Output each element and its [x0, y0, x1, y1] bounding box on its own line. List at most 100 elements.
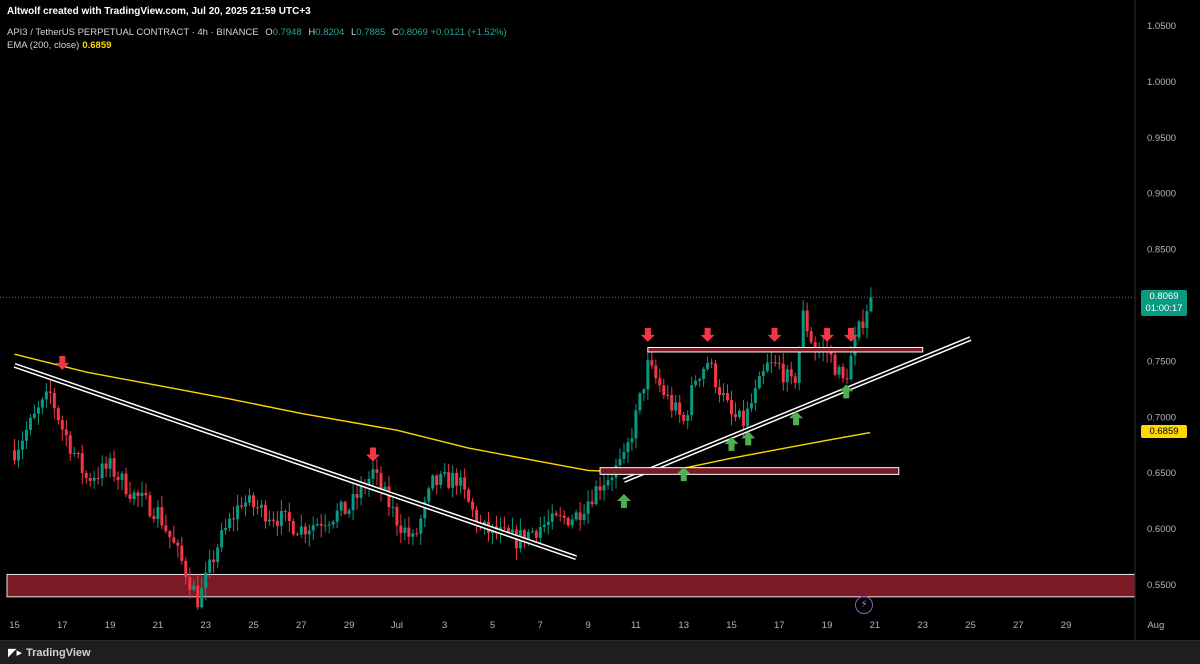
candle-body — [682, 414, 686, 421]
candle-body — [224, 528, 228, 531]
candle-body — [439, 474, 443, 486]
ema-label: EMA (200, close) — [7, 40, 80, 51]
candle-body — [407, 527, 411, 537]
candle-body — [502, 527, 506, 529]
candle-body — [323, 525, 327, 527]
candle-body — [578, 512, 582, 520]
time-tick-label: 29 — [344, 620, 355, 631]
candle-body — [208, 559, 212, 573]
candle-body — [869, 297, 873, 312]
symbol-name[interactable]: API3 / TetherUS PERPETUAL CONTRACT · 4h … — [7, 27, 259, 38]
candle-body — [646, 360, 650, 390]
candle-body — [602, 485, 606, 491]
candle-body — [447, 472, 451, 488]
price-tick-label: 0.9500 — [1147, 133, 1176, 144]
candle-body — [331, 521, 335, 525]
candle-body — [343, 501, 347, 514]
tradingview-logo[interactable]: ◤▸ TradingView — [8, 646, 91, 659]
candle-body — [805, 310, 809, 332]
ema-layer — [14, 353, 871, 474]
candle-body — [220, 530, 224, 548]
down-arrow-icon — [700, 327, 715, 342]
candle-body — [554, 513, 558, 516]
candle-body — [232, 518, 236, 520]
candle-body — [586, 501, 590, 514]
candle-body — [459, 477, 463, 486]
candle-body — [160, 506, 164, 526]
candle-body — [590, 501, 594, 505]
candle-body — [618, 458, 622, 466]
chart-canvas[interactable]: 1.0500 1.0000 0.9500 0.9000 0.8500 0.7500 0.70… — [0, 0, 1200, 640]
candle-body — [594, 486, 598, 505]
candle-body — [88, 477, 92, 481]
candle-body — [542, 524, 546, 528]
ema-legend-value: 0.6859 — [82, 40, 112, 51]
candle-body — [606, 480, 610, 486]
time-tick-label: 25 — [248, 620, 259, 631]
candle-body — [188, 577, 192, 590]
candle-body — [379, 472, 383, 490]
open-value: 0.7948 — [272, 27, 302, 38]
candle-body — [510, 529, 514, 533]
down-arrow-icon — [820, 327, 835, 342]
candle-body — [164, 525, 168, 532]
candle-body — [180, 545, 184, 561]
time-tick-label: 17 — [57, 620, 68, 631]
candle-body — [658, 378, 662, 386]
candle-body — [550, 513, 554, 522]
candle-body — [538, 527, 542, 538]
candle-body — [793, 376, 797, 383]
candle-body — [849, 355, 853, 380]
candle-body — [861, 321, 865, 328]
candle-body — [287, 511, 291, 521]
time-tick-label: 27 — [1013, 620, 1024, 631]
time-tick-label: 21 — [153, 620, 164, 631]
candle-body — [299, 526, 303, 535]
candle-body — [32, 413, 36, 418]
candle-body — [698, 379, 702, 381]
candle-body — [259, 504, 263, 508]
candle-body — [108, 458, 112, 469]
ema-legend[interactable]: EMA (200, close) 0.6859 — [7, 40, 111, 51]
candle-body — [582, 513, 586, 520]
down-arrow-icon — [366, 447, 380, 462]
candle-body — [642, 389, 646, 394]
candle-body — [168, 531, 172, 538]
candle-body — [84, 473, 88, 478]
candle-body — [319, 523, 323, 526]
candle-body — [435, 475, 439, 486]
tradingview-mark-icon: ◤▸ — [8, 647, 22, 659]
candle-body — [570, 519, 574, 526]
candle-body — [327, 524, 331, 526]
time-tick-label: 11 — [631, 620, 641, 631]
candle-body — [40, 399, 44, 408]
candle-body — [128, 494, 132, 499]
boxes-layer — [599, 346, 924, 475]
lightning-icon[interactable]: ⚡ — [855, 596, 873, 614]
candle-body — [857, 321, 861, 338]
candle-body — [271, 519, 275, 521]
down-arrow-icon — [640, 327, 655, 342]
time-tick-label: 19 — [105, 620, 116, 631]
candle-body — [335, 510, 339, 522]
candle-body — [172, 537, 176, 543]
up-arrow-icon — [616, 493, 631, 508]
candle-body — [148, 495, 152, 517]
candle-body — [295, 534, 299, 536]
candle-body — [471, 501, 475, 510]
candle-body — [228, 518, 232, 529]
candle-body — [20, 440, 24, 450]
time-tick-label: Jul — [391, 620, 403, 631]
price-tick-label: 0.5500 — [1147, 580, 1176, 591]
chart-credit: Altwolf created with TradingView.com, Ju… — [7, 6, 311, 17]
candle-body — [415, 533, 419, 535]
candle-body — [761, 371, 765, 377]
candle-body — [694, 380, 698, 386]
candle-body — [13, 450, 16, 461]
candle-body — [558, 515, 562, 517]
candle-body — [291, 520, 295, 535]
candle-body — [737, 410, 741, 418]
candle-body — [634, 410, 638, 439]
candle-body — [112, 458, 116, 477]
time-tick-label: 15 — [726, 620, 737, 631]
